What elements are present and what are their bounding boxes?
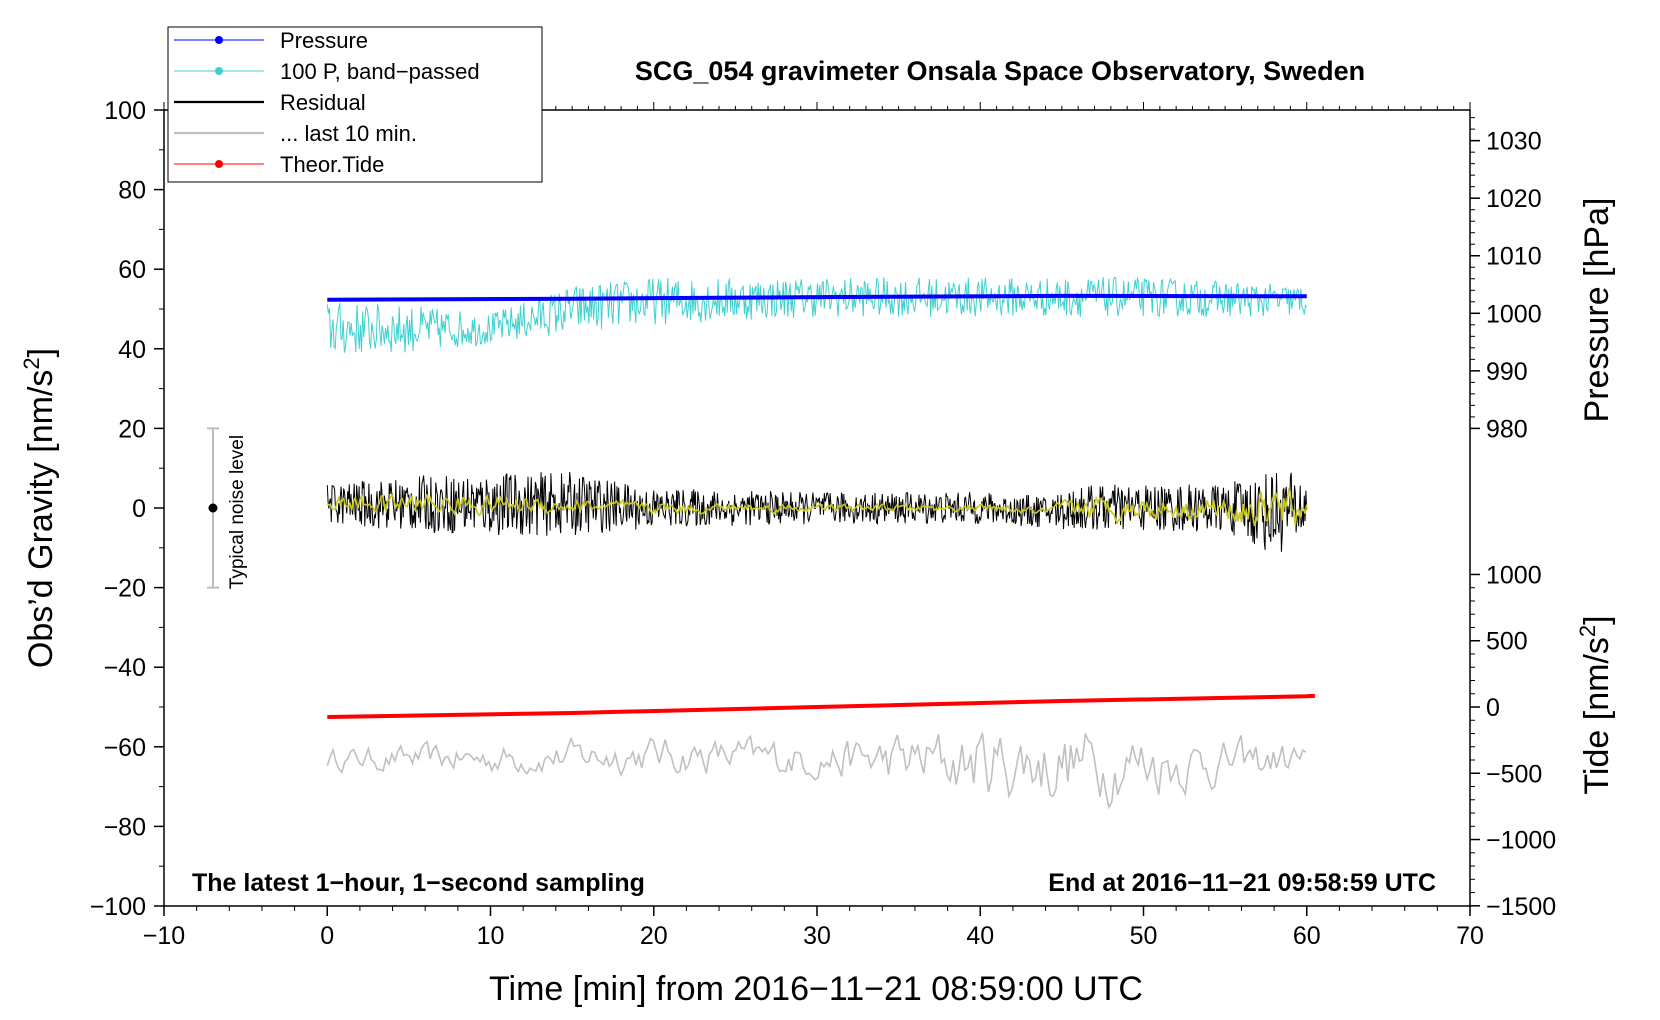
x-tick-label: 70 — [1456, 922, 1484, 950]
legend-marker — [215, 160, 223, 168]
tide-axis-ticks: 1000 500 0 −500 −1000 −1500 — [1470, 561, 1556, 921]
legend-label: 100 P, band−passed — [280, 59, 480, 84]
x-axis-label: Time [min] from 2016−11−21 08:59:00 UTC — [489, 970, 1143, 1008]
noise-level-bar — [206, 427, 219, 589]
pressure-tick-label: 1020 — [1486, 185, 1542, 213]
y-tick-label: 60 — [118, 256, 146, 284]
noise-level-label: Typical noise level — [227, 435, 248, 589]
y-tick-label: −60 — [104, 734, 146, 762]
x-tick-label: 20 — [640, 922, 668, 950]
y-tick-label: −20 — [104, 575, 146, 603]
legend-box — [167, 26, 543, 183]
legend: Pressure 100 P, band−passed Residual ... la… — [174, 28, 480, 177]
legend-label: ... last 10 min. — [280, 121, 417, 146]
tide-axis-label: Tide [nm/s2] — [1575, 615, 1616, 794]
legend-label: Theor.Tide — [280, 152, 384, 177]
y-axis-left-ticks: 100 80 60 40 20 0 −20 −40 −60 −80 −100 — [90, 97, 164, 921]
series-pressure-bandpassed — [326, 276, 1307, 353]
y-tick-label: −40 — [104, 654, 146, 682]
y-tick-label: 100 — [104, 97, 146, 125]
pressure-axis-ticks: 1030 1020 1010 1000 990 980 — [1470, 117, 1542, 443]
x-tick-label: 60 — [1293, 922, 1321, 950]
pressure-tick-label: 1010 — [1486, 243, 1542, 271]
series-residual-smoothed — [326, 488, 1308, 527]
tide-tick-label: −500 — [1486, 760, 1542, 788]
series-layer — [326, 276, 1315, 810]
y-tick-label: 0 — [132, 495, 146, 523]
x-tick-label: 50 — [1130, 922, 1158, 950]
tide-tick-label: 500 — [1486, 628, 1528, 656]
x-axis-ticks: −10 0 10 20 30 40 50 60 70 — [143, 906, 1484, 950]
tide-tick-label: 0 — [1486, 694, 1500, 722]
chart-title: SCG_054 gravimeter Onsala Space Observat… — [635, 56, 1365, 86]
x-tick-label: 10 — [477, 922, 505, 950]
x-tick-label: 30 — [803, 922, 831, 950]
legend-label: Residual — [280, 90, 366, 115]
pressure-tick-label: 1030 — [1486, 128, 1542, 156]
y-tick-label: −100 — [90, 893, 146, 921]
series-last-10-min — [326, 732, 1307, 810]
x-tick-label: −10 — [143, 922, 185, 950]
x-tick-label: 40 — [966, 922, 994, 950]
legend-marker — [215, 67, 223, 75]
series-residual — [326, 472, 1308, 552]
y-tick-label: 80 — [118, 177, 146, 205]
pressure-axis-label: Pressure [hPa] — [1578, 198, 1616, 423]
annotation-sampling: The latest 1−hour, 1−second sampling — [192, 869, 645, 897]
x-tick-label: 0 — [320, 922, 334, 950]
series-theoretical-tide — [327, 693, 1315, 719]
y-tick-label: −80 — [104, 813, 146, 841]
pressure-tick-label: 980 — [1486, 415, 1528, 443]
tide-tick-label: −1000 — [1486, 827, 1556, 855]
y-tick-label: 40 — [118, 336, 146, 364]
y-tick-label: 20 — [118, 415, 146, 443]
tide-tick-label: −1500 — [1486, 893, 1556, 921]
legend-marker — [215, 36, 223, 44]
tide-tick-label: 1000 — [1486, 561, 1542, 589]
noise-bar-center-dot — [208, 503, 218, 513]
legend-label: Pressure — [280, 28, 368, 53]
annotation-end-time: End at 2016−11−21 09:58:59 UTC — [1048, 869, 1436, 897]
pressure-tick-label: 1000 — [1486, 300, 1542, 328]
y-axis-left-label: Obs’d Gravity [nm/s2] — [19, 348, 60, 668]
pressure-tick-label: 990 — [1486, 358, 1528, 386]
series-pressure — [327, 293, 1307, 302]
